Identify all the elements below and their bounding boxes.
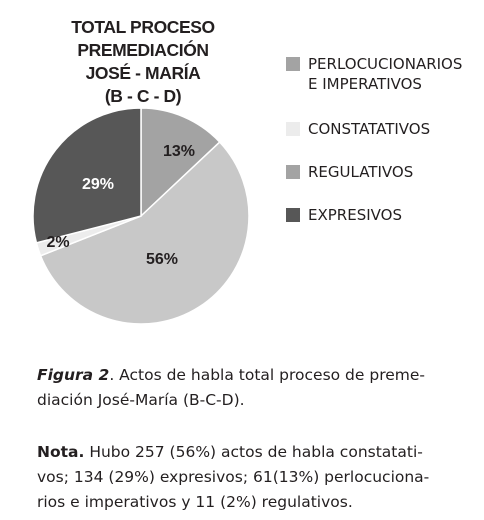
note-caption-line-3: rios e imperativos y 11 (2%) regulativos… <box>37 493 353 511</box>
chart-title-line-3: JOSÉ - MARÍA <box>85 63 201 83</box>
pie-slice-perlocucionarios <box>140 107 221 218</box>
chart-title-line-2: PREMEDIACIÓN <box>77 40 209 60</box>
pie-label-regulativos: 2% <box>46 234 69 251</box>
figure-caption-text-1: . Actos de habla total proceso de preme- <box>109 366 425 384</box>
figure-caption: Figura 2. Actos de habla total proceso d… <box>37 363 481 413</box>
pie-label-perlocucionarios: 13% <box>163 143 195 160</box>
chart-title: TOTAL PROCESO PREMEDIACIÓN JOSÉ - MARÍA … <box>38 16 248 108</box>
figure-caption-line-2: diación José-María (B-C-D). <box>37 391 245 409</box>
pie-label-expresivos: 29% <box>82 176 114 193</box>
pie-chart: 13% 56% 2% 29% <box>32 107 250 325</box>
legend-swatch-constatativos <box>286 122 300 136</box>
note-caption-line-2: vos; 134 (29%) expresivos; 61(13%) perlo… <box>37 468 430 486</box>
legend-swatch-regulativos <box>286 165 300 179</box>
legend-swatch-expresivos <box>286 208 300 222</box>
note-caption-text-1: Hubo 257 (56%) actos de habla constatati… <box>84 443 423 461</box>
figure-label: Figura 2 <box>37 366 110 384</box>
note-label: Nota. <box>37 443 85 461</box>
pie-slice-expresivos <box>32 107 142 244</box>
legend-label-expresivos: EXPRESIVOS <box>308 206 402 224</box>
legend-label-line: E IMPERATIVOS <box>308 75 422 93</box>
figure-caption-line-1: Figura 2. Actos de habla total proceso d… <box>37 363 481 388</box>
legend-label-line: PERLOCUCIONARIOS <box>308 55 463 73</box>
note-caption: Nota. Hubo 257 (56%) actos de habla cons… <box>37 440 481 515</box>
legend-label-constatativos: CONSTATATIVOS <box>308 120 431 138</box>
legend-swatch-perlocucionarios <box>286 57 300 71</box>
pie-label-constatativos: 56% <box>146 251 178 268</box>
pie-slice-constatativos <box>39 141 250 325</box>
legend-label-perlocucionarios: PERLOCUCIONARIOS E IMPERATIVOS <box>308 54 462 94</box>
chart-title-line-4: (B - C - D) <box>104 86 182 106</box>
legend-label-regulativos: REGULATIVOS <box>308 163 414 181</box>
pie-chart-figure: TOTAL PROCESO PREMEDIACIÓN JOSÉ - MARÍA … <box>32 16 462 325</box>
chart-title-line-1: TOTAL PROCESO <box>71 17 215 37</box>
note-caption-line-1: Nota. Hubo 257 (56%) actos de habla cons… <box>37 440 481 465</box>
